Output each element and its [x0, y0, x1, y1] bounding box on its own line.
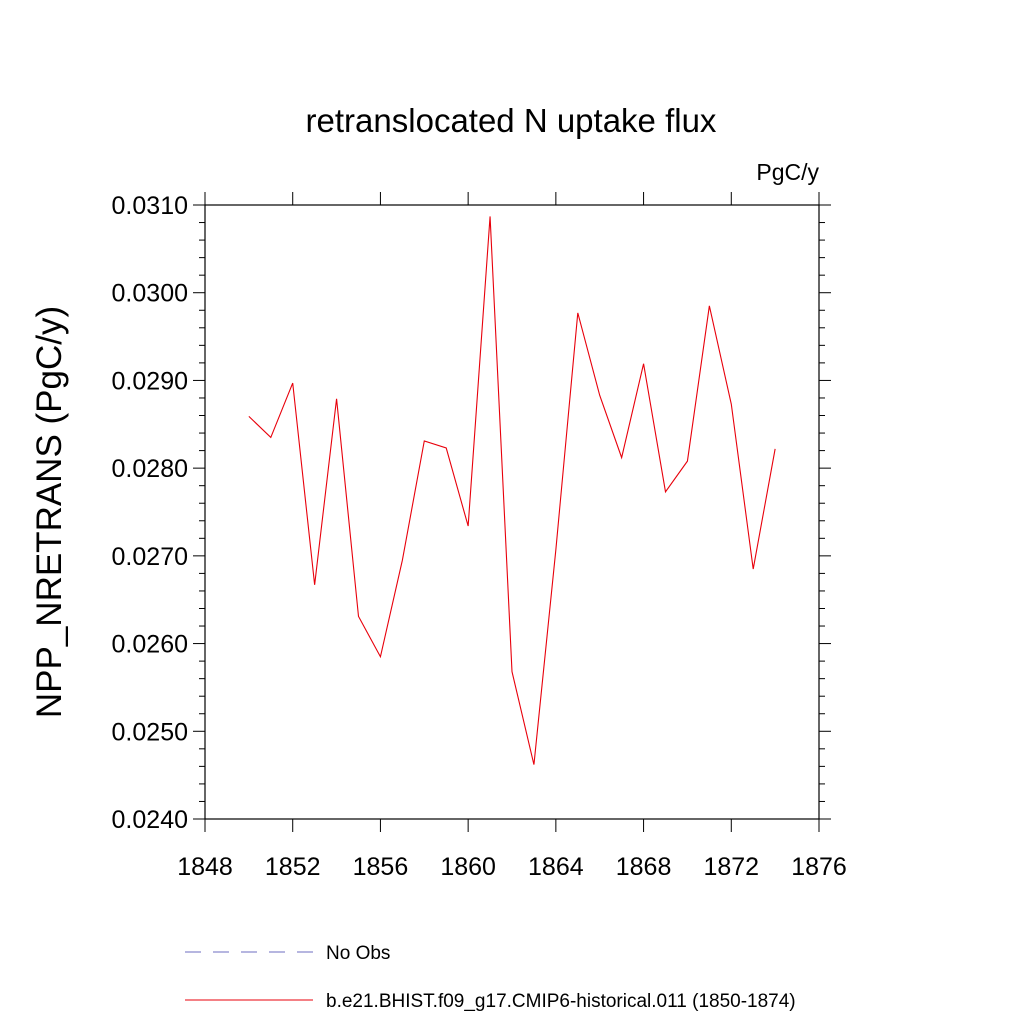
- y-tick-label: 0.0290: [112, 367, 188, 395]
- data-point: [620, 456, 623, 459]
- data-point: [291, 382, 294, 385]
- x-tick-label: 1856: [353, 853, 409, 881]
- chart-title: retranslocated N uptake flux: [306, 102, 717, 139]
- data-point: [335, 397, 338, 400]
- data-point: [247, 415, 250, 418]
- x-tick-label: 1848: [177, 853, 233, 881]
- data-point: [708, 304, 711, 307]
- x-tick-label: 1852: [265, 853, 321, 881]
- legend-label: b.e21.BHIST.f09_g17.CMIP6-historical.011…: [326, 991, 796, 1012]
- data-point: [686, 460, 689, 463]
- data-point: [664, 490, 667, 493]
- units-label: PgC/y: [756, 159, 819, 185]
- y-axis-label: NPP_NRETRANS (PgC/y): [30, 306, 69, 718]
- x-axis-ticks: 1848 1852 1856 1860 1864 1868 1872 1876: [177, 192, 847, 881]
- data-point: [467, 525, 470, 528]
- plot-frame: [204, 204, 820, 820]
- data-point: [401, 559, 404, 562]
- data-point: [532, 763, 535, 766]
- plot-border: [204, 204, 820, 820]
- data-point: [576, 311, 579, 314]
- x-tick-label: 1860: [440, 853, 496, 881]
- data-point: [423, 439, 426, 442]
- y-tick-label: 0.0270: [112, 543, 188, 571]
- y-tick-label: 0.0280: [112, 455, 188, 483]
- legend: No Obs b.e21.BHIST.f09_g17.CMIP6-historic…: [185, 943, 796, 1012]
- data-point: [269, 436, 272, 439]
- data-point: [511, 670, 514, 673]
- data-point: [445, 446, 448, 449]
- data-point: [598, 394, 601, 397]
- x-tick-label: 1876: [791, 853, 847, 881]
- y-tick-label: 0.0250: [112, 718, 188, 746]
- series-line: [248, 216, 776, 765]
- y-tick-label: 0.0240: [112, 806, 188, 834]
- x-tick-label: 1864: [528, 853, 584, 881]
- data-point: [774, 447, 777, 450]
- y-tick-label: 0.0300: [112, 280, 188, 308]
- data-point: [489, 215, 492, 218]
- data-point: [752, 568, 755, 571]
- data-point: [642, 362, 645, 365]
- data-point: [730, 403, 733, 406]
- data-point: [313, 583, 316, 586]
- x-tick-label: 1868: [616, 853, 672, 881]
- y-tick-label: 0.0310: [112, 192, 188, 220]
- y-axis-ticks: 0.0240 0.0250 0.0260 0.0270 0.0280 0.0290 0.03…: [112, 192, 831, 834]
- x-tick-label: 1872: [703, 853, 759, 881]
- data-point: [554, 548, 557, 551]
- data-point: [379, 655, 382, 658]
- data-point: [357, 615, 360, 618]
- legend-label: No Obs: [326, 943, 390, 964]
- series-layer: [247, 215, 777, 766]
- y-tick-label: 0.0260: [112, 631, 188, 659]
